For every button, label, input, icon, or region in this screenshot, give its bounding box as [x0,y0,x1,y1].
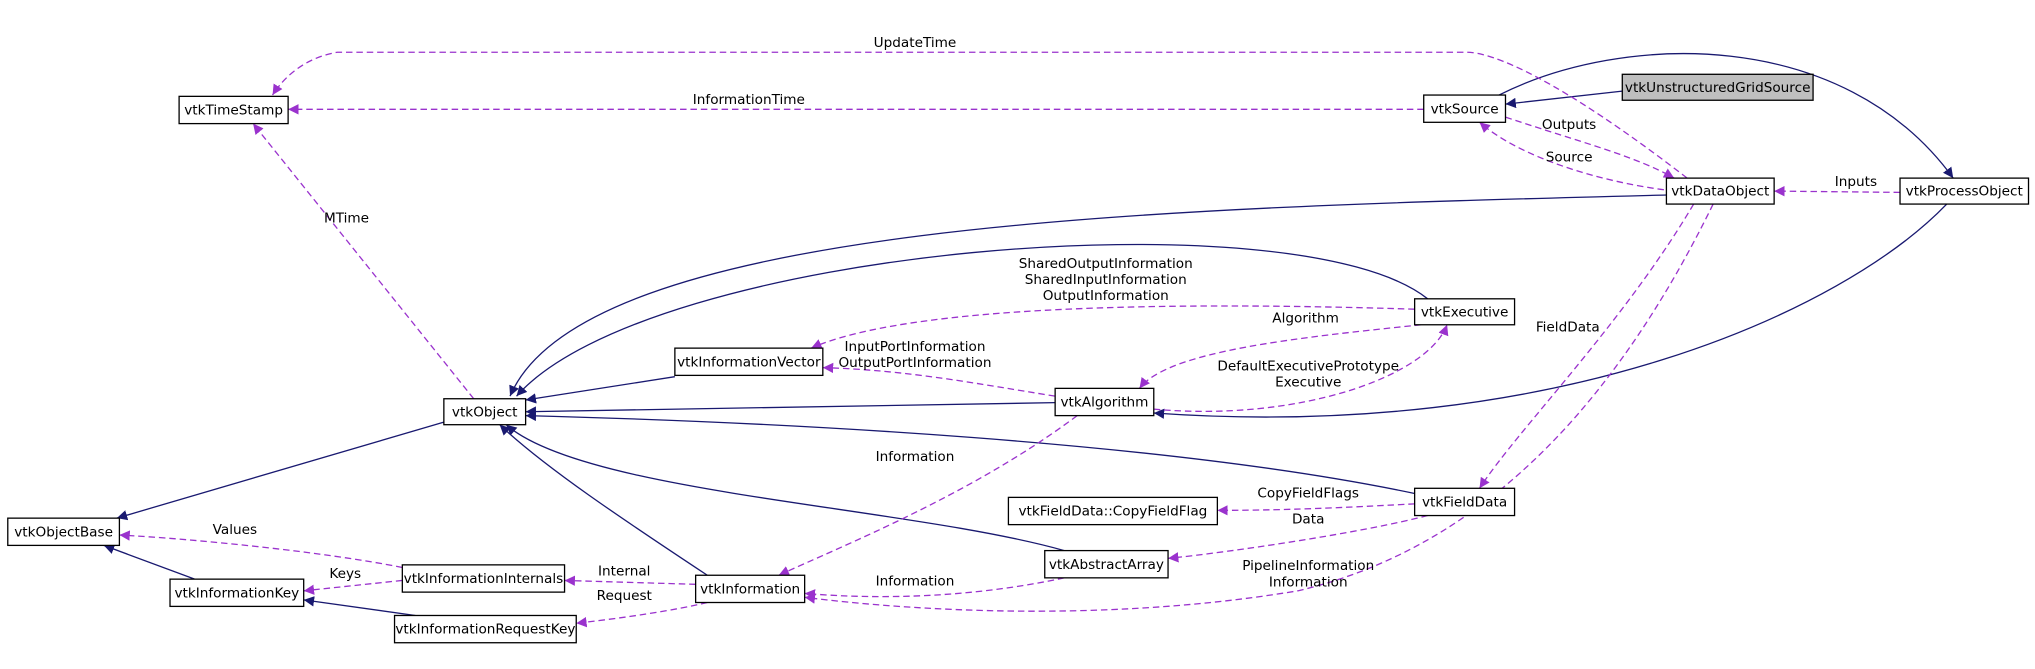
class-node [1044,549,1169,579]
edge [525,401,1056,417]
edge [1774,186,1901,197]
edge [778,415,1078,576]
class-node [1007,496,1219,526]
edge [499,424,708,576]
edge [804,203,1714,612]
node-label: vtkProcessObject [1906,184,2024,200]
edge-label: Information [1269,574,1348,590]
edge-label: CopyFieldFlags [1257,485,1359,501]
edge [1153,324,1449,412]
edge [1505,116,1675,179]
edge [525,410,1415,495]
edge [116,421,445,521]
node-label: vtkInformation [700,582,800,598]
edge [1153,203,1948,419]
class-node [694,574,806,604]
edge-label: SharedOutputInformation [1019,256,1193,272]
edge-label: Internal [598,563,650,579]
edge [1478,203,1695,489]
edge [509,194,1667,397]
edge [822,362,1056,397]
edge [271,51,1688,179]
edge [576,601,708,628]
edge [119,530,403,569]
node-label: vtkExecutive [1421,304,1509,320]
edge-label: FieldData [1536,319,1600,335]
edge [1498,53,1954,179]
edge-label: Algorithm [1272,310,1339,326]
edge-label: InformationTime [693,92,805,108]
class-node [393,614,577,644]
edge [810,305,1415,349]
edge-label: Data [1292,511,1325,527]
edge-label: Request [597,588,653,604]
node-label: vtkObject [452,404,518,420]
node-label: vtkFieldData::CopyFieldFlag [1018,504,1207,520]
class-node [1413,298,1516,326]
edge-label: Keys [329,566,361,582]
edge [1505,90,1623,109]
class-node [1665,177,1775,205]
edge-label: InputPortInformation [844,339,985,355]
edge-label: MTime [324,210,369,226]
edge-label: Source [1546,149,1593,165]
node-label: vtkTimeStamp [184,103,283,119]
class-node [401,564,566,593]
edge [1138,324,1422,389]
edge-label: PipelineInformation [1242,558,1374,574]
edge-label: UpdateTime [874,35,957,51]
class-node [443,398,527,426]
node-label: vtkFieldData [1422,495,1507,511]
edge-label: Information [876,574,955,590]
node-label: vtkObjectBase [14,524,113,540]
class-node [1899,177,2030,205]
edge-label: Inputs [1835,174,1877,190]
class-node [178,95,289,125]
edge [1479,121,1675,192]
edge [1217,503,1415,516]
node-label: vtkAbstractArray [1049,557,1164,573]
class-node [1423,94,1507,123]
node-label: vtkDataObject [1671,184,1770,200]
edge [505,424,1065,552]
class-node [1054,387,1155,417]
node-label: vtkAlgorithm [1060,395,1148,411]
node-label: vtkInformationVector [677,354,821,370]
edge-label: SharedInputInformation [1025,272,1187,288]
node-label: vtkInformationInternals [404,571,564,587]
node-label: vtkSource [1431,101,1499,117]
edge-label: OutputInformation [1043,288,1169,304]
class-node [674,347,824,377]
edge [516,243,1429,397]
class-node [1413,487,1516,517]
class-node [7,517,121,547]
edge [303,579,403,595]
edge [303,596,416,617]
edge [804,577,1065,600]
edge-label: Values [213,522,257,538]
edge [252,123,475,400]
class-node [169,578,305,608]
edge [564,575,696,586]
edge [103,544,195,580]
inheritance-edges [103,53,1954,617]
edge-label: DefaultExecutivePrototype [1217,358,1399,374]
class-node [1621,73,1814,101]
edge-label: OutputPortInformation [838,355,991,371]
edge-label: Executive [1275,375,1341,391]
edge [525,376,675,404]
edge-label: Outputs [1542,117,1596,133]
node-label: vtkInformationRequestKey [395,622,575,638]
edge-label: Information [876,449,955,465]
node-label: vtkUnstructuredGridSource [1625,80,1811,96]
node-label: vtkInformationKey [174,585,299,601]
